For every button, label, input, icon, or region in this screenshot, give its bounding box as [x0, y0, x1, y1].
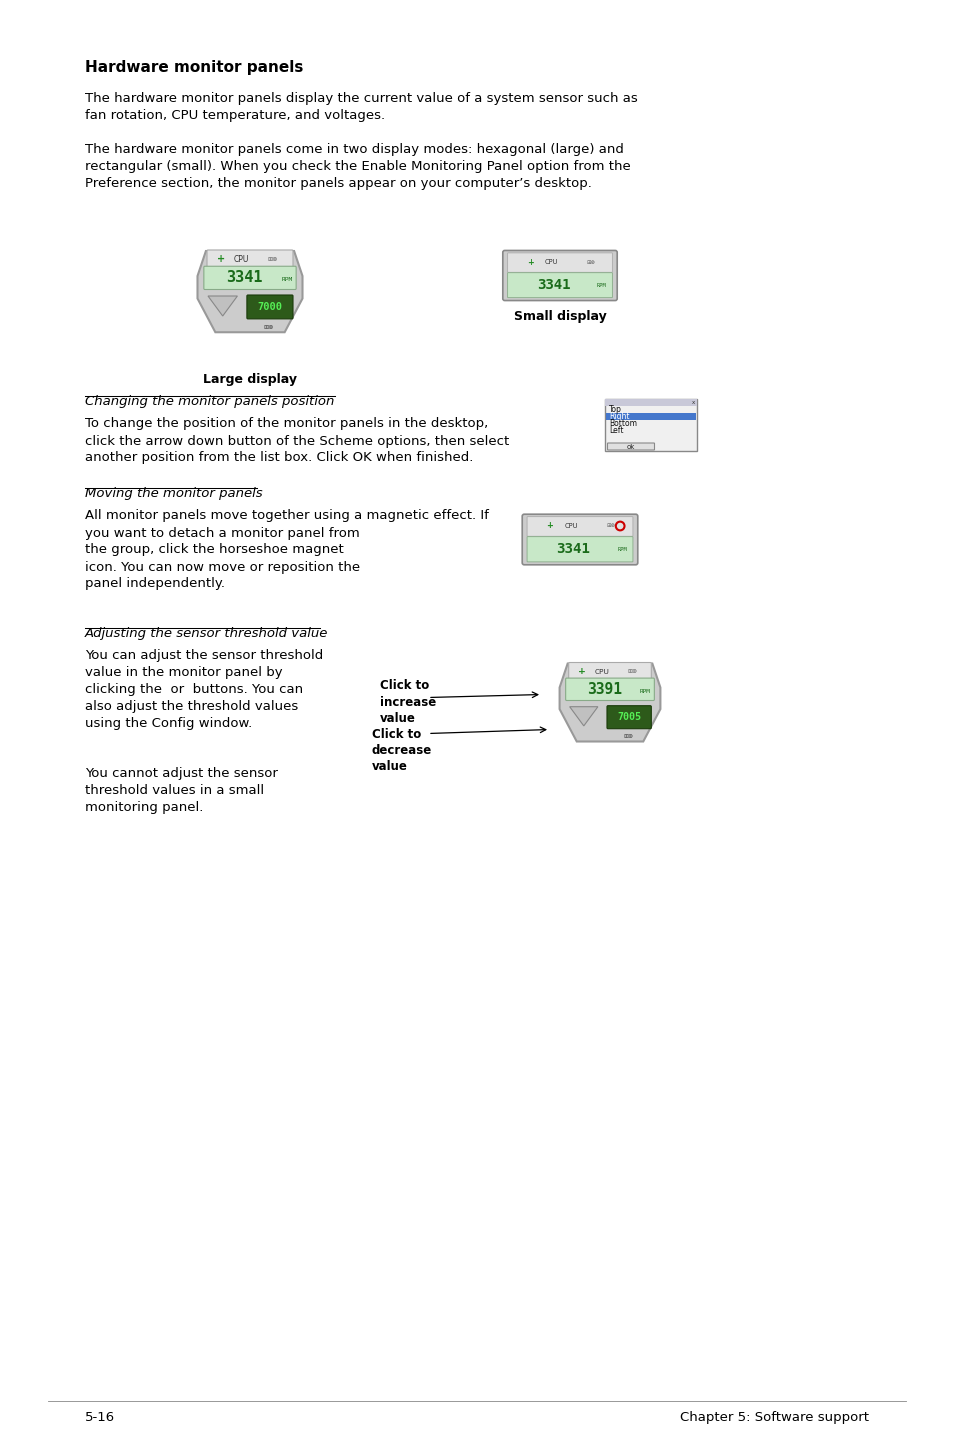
Text: Large display: Large display — [203, 374, 296, 387]
Text: Click to
increase
value: Click to increase value — [379, 680, 436, 726]
Text: 7005: 7005 — [617, 712, 640, 722]
Text: The hardware monitor panels come in two display modes: hexagonal (large) and
rec: The hardware monitor panels come in two … — [85, 142, 630, 190]
Bar — [604, 398, 697, 450]
Text: x: x — [691, 400, 695, 406]
FancyBboxPatch shape — [502, 250, 617, 301]
Text: ⊞⊗: ⊞⊗ — [263, 325, 274, 329]
FancyBboxPatch shape — [526, 536, 632, 562]
Text: All monitor panels move together using a magnetic effect. If
you want to detach : All monitor panels move together using a… — [85, 509, 488, 591]
Text: 3341: 3341 — [537, 278, 570, 292]
Text: Left: Left — [608, 426, 623, 434]
FancyBboxPatch shape — [568, 663, 651, 680]
FancyBboxPatch shape — [204, 266, 295, 289]
Bar — [605, 413, 696, 420]
Polygon shape — [569, 706, 598, 726]
Text: +: + — [546, 522, 553, 531]
Text: Moving the monitor panels: Moving the monitor panels — [85, 487, 262, 500]
Text: 5-16: 5-16 — [85, 1411, 115, 1424]
Text: Bottom: Bottom — [608, 418, 637, 429]
FancyBboxPatch shape — [526, 516, 632, 536]
Text: Changing the monitor panels position: Changing the monitor panels position — [85, 395, 334, 408]
Text: CPU: CPU — [233, 255, 249, 265]
Text: +: + — [578, 667, 585, 676]
Polygon shape — [208, 296, 237, 316]
FancyBboxPatch shape — [521, 515, 638, 565]
Text: +: + — [526, 257, 533, 266]
Text: ⊞⊗: ⊞⊗ — [268, 257, 278, 262]
Text: Top: Top — [608, 406, 621, 414]
Text: CPU: CPU — [544, 259, 558, 265]
FancyBboxPatch shape — [507, 273, 612, 298]
Text: RPM: RPM — [281, 278, 292, 282]
Text: ⊞⊗: ⊞⊗ — [626, 669, 637, 674]
Text: CPU: CPU — [594, 669, 609, 674]
Text: 3391: 3391 — [587, 682, 621, 697]
Text: 3341: 3341 — [556, 542, 590, 557]
Polygon shape — [197, 252, 302, 332]
Text: Right: Right — [608, 413, 629, 421]
FancyBboxPatch shape — [565, 679, 654, 700]
Text: 7000: 7000 — [257, 302, 282, 312]
FancyBboxPatch shape — [207, 250, 293, 269]
Text: Chapter 5: Software support: Chapter 5: Software support — [679, 1411, 868, 1424]
Text: 3341: 3341 — [226, 270, 263, 285]
Text: RPM: RPM — [639, 689, 650, 695]
FancyBboxPatch shape — [606, 706, 651, 729]
Text: The hardware monitor panels display the current value of a system sensor such as: The hardware monitor panels display the … — [85, 92, 638, 122]
Text: ⊞⊗: ⊞⊗ — [606, 523, 615, 529]
Bar — [604, 398, 697, 406]
Text: Small display: Small display — [513, 311, 606, 324]
Text: Hardware monitor panels: Hardware monitor panels — [85, 60, 303, 75]
Text: ok: ok — [626, 443, 635, 450]
Text: ⊞⊗: ⊞⊗ — [622, 735, 633, 739]
Text: CPU: CPU — [563, 523, 578, 529]
Text: Adjusting the sensor threshold value: Adjusting the sensor threshold value — [85, 627, 328, 640]
FancyBboxPatch shape — [247, 295, 293, 319]
FancyBboxPatch shape — [607, 443, 654, 450]
Text: RPM: RPM — [617, 548, 627, 552]
Text: You can adjust the sensor threshold
value in the monitor panel by
clicking the  : You can adjust the sensor threshold valu… — [85, 650, 323, 731]
Text: To change the position of the monitor panels in the desktop,
click the arrow dow: To change the position of the monitor pa… — [85, 417, 509, 464]
Text: You cannot adjust the sensor
threshold values in a small
monitoring panel.: You cannot adjust the sensor threshold v… — [85, 768, 277, 814]
Text: Click to
decrease
value: Click to decrease value — [372, 728, 432, 774]
Text: ⊞⊗: ⊞⊗ — [586, 260, 595, 265]
Text: RPM: RPM — [597, 283, 606, 288]
Polygon shape — [559, 663, 659, 742]
FancyBboxPatch shape — [507, 253, 612, 272]
Text: +: + — [216, 255, 224, 265]
